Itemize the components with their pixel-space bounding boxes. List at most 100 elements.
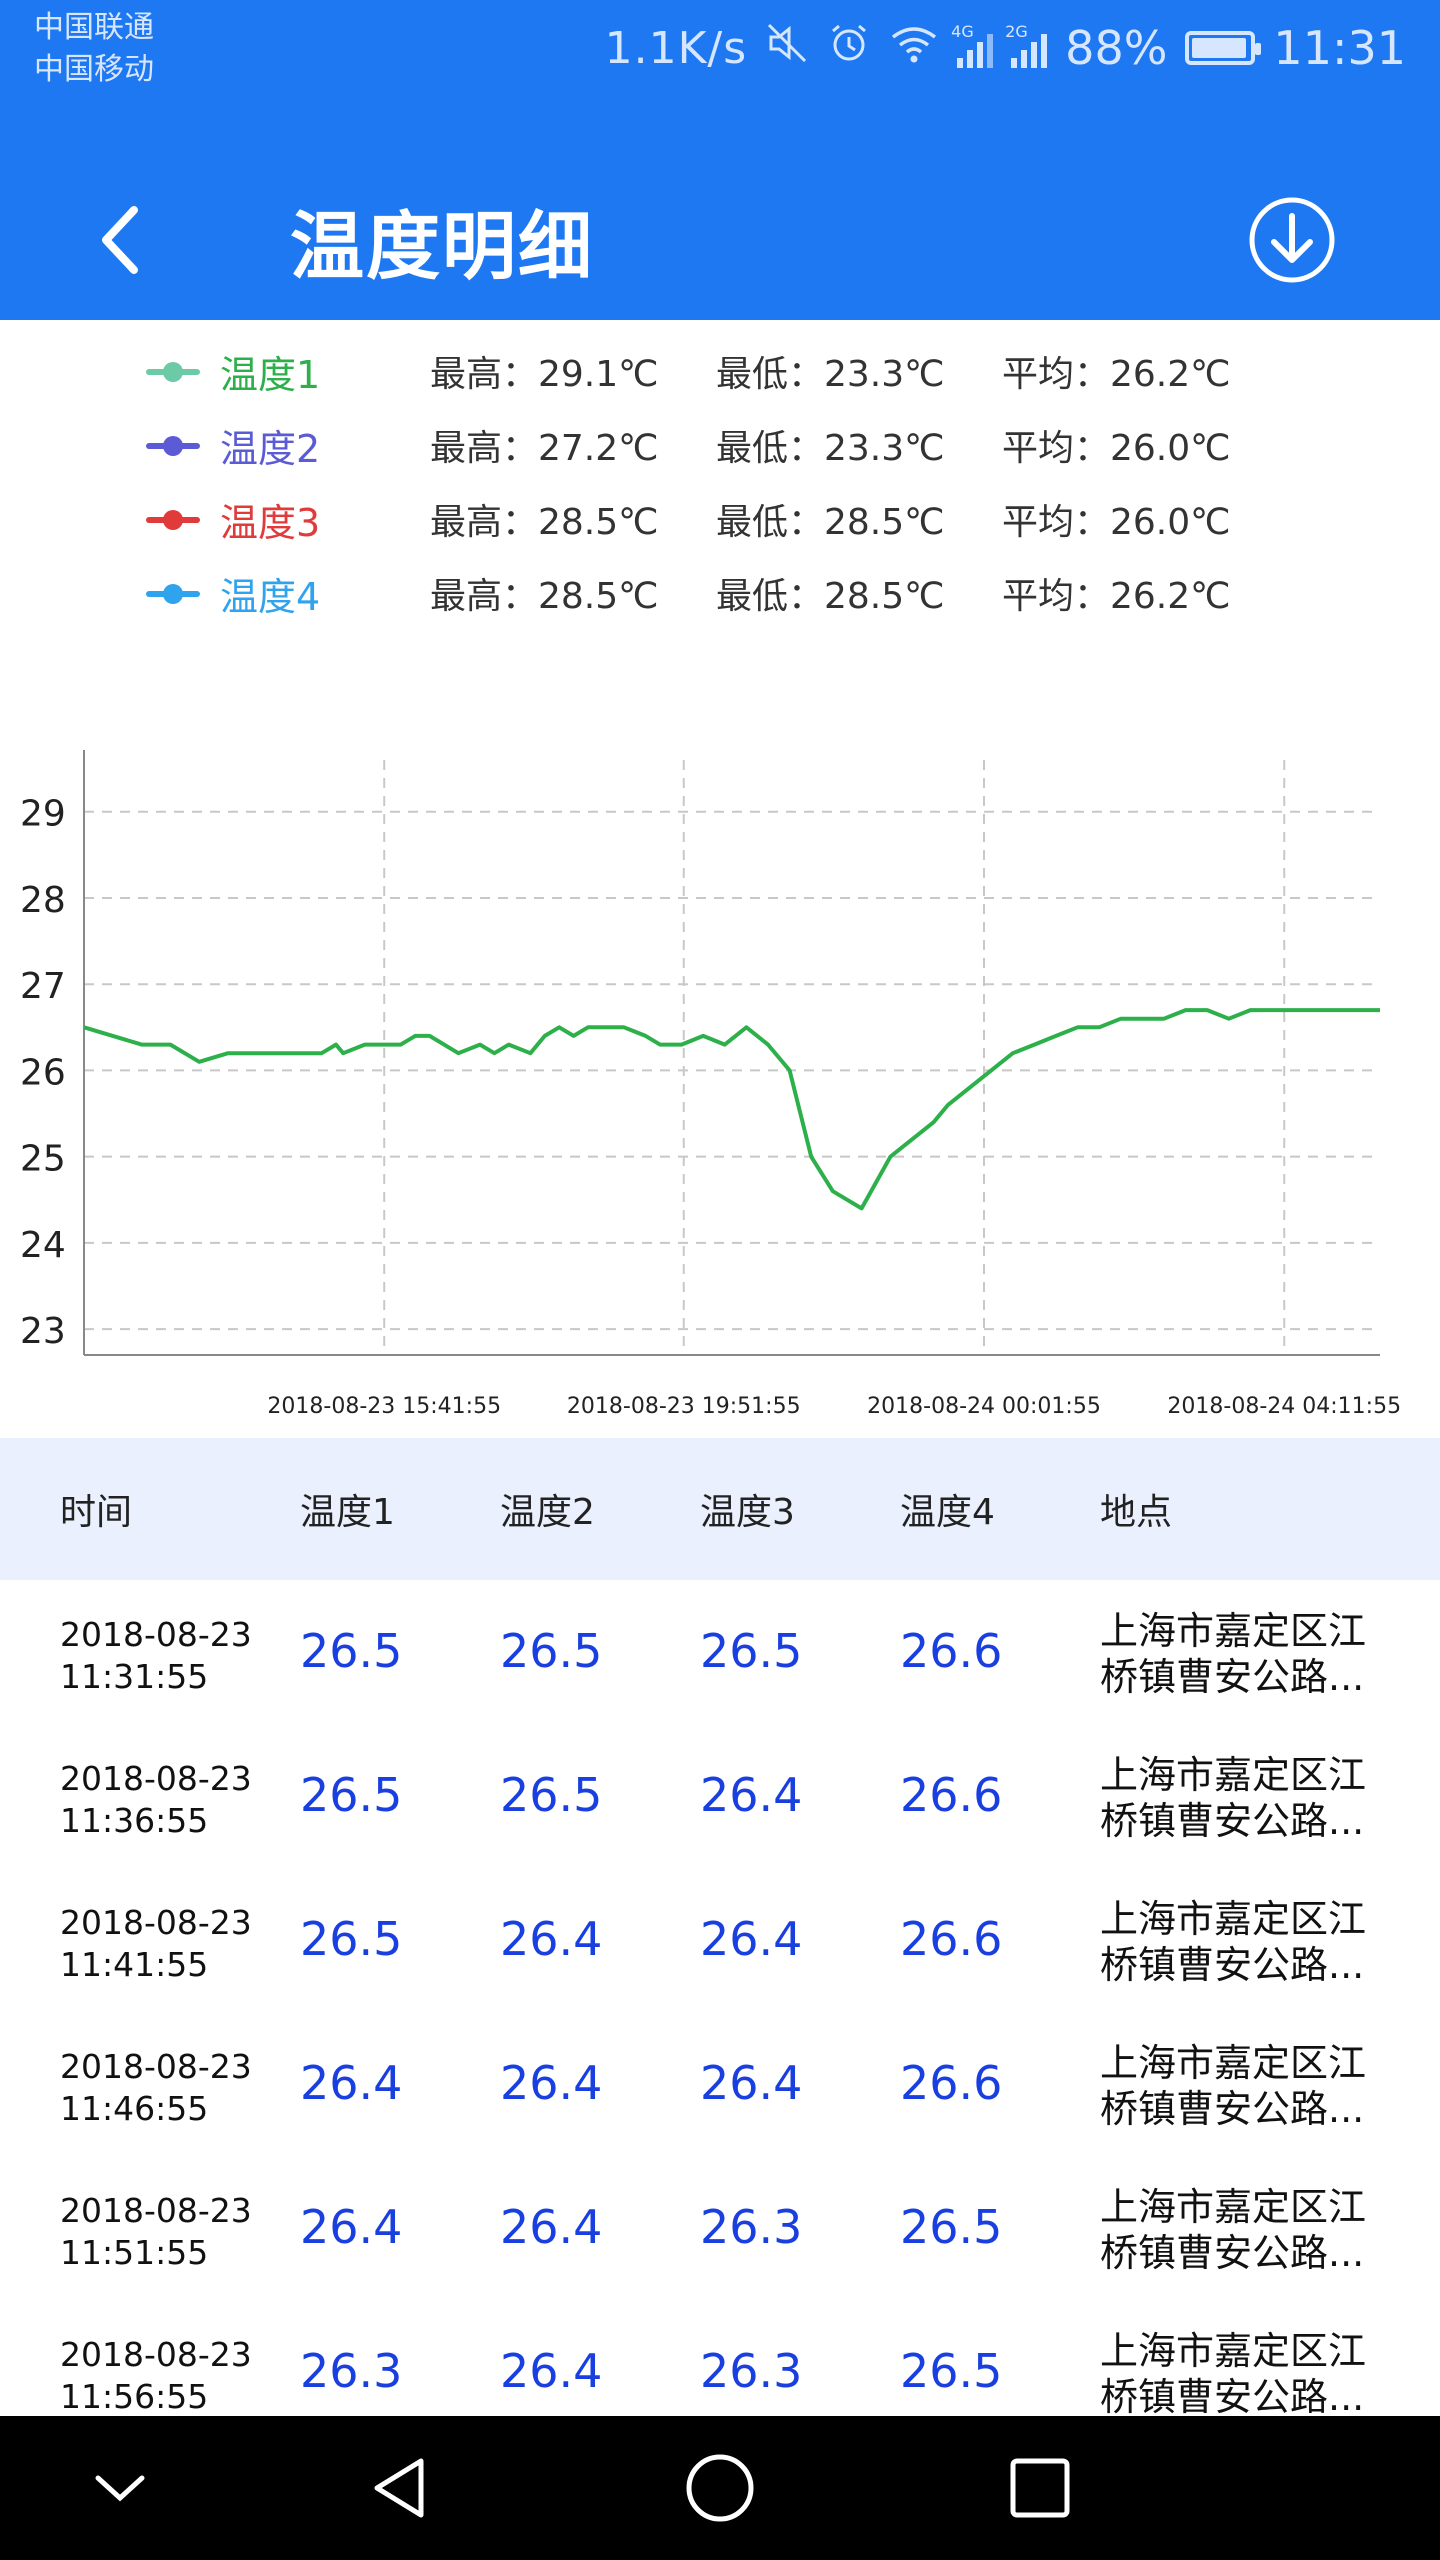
cell-temp2: 26.4 xyxy=(500,2344,603,2398)
chart-grid xyxy=(84,760,1380,1355)
cell-location: 上海市嘉定区江 桥镇曹安公路... xyxy=(1100,2329,1367,2416)
network-speed: 1.1K/s xyxy=(604,22,748,74)
cell-temp1: 26.5 xyxy=(300,1912,403,1966)
legend-marker-2 xyxy=(146,425,200,465)
cell-time: 2018-08-23 11:51:55 xyxy=(60,2191,252,2272)
cell-temp1: 26.4 xyxy=(300,2200,403,2254)
series-line-1 xyxy=(83,1008,1380,1211)
cell-temp1: 26.5 xyxy=(300,1624,403,1678)
home-circle-icon xyxy=(686,2454,754,2522)
cell-temp1: 26.3 xyxy=(300,2344,403,2398)
cell-temp4: 26.6 xyxy=(900,1912,1003,1966)
cell-temp3: 26.4 xyxy=(700,1912,803,1966)
legend-marker-1 xyxy=(146,351,200,391)
chart-axes: 23 24 25 26 27 28 29 2018-08-23 15:41:55 2018-08… xyxy=(20,750,1401,1419)
temperature-chart[interactable]: 23 24 25 26 27 28 29 2018-08-23 15:41:55 2018-08… xyxy=(0,740,1440,1420)
legend-row-3[interactable]: 温度3 最高：28.5℃ 最低：28.5℃ 平均：26.0℃ xyxy=(146,482,1346,556)
table-row[interactable]: 2018-08-23 11:56:55 26.3 26.4 26.3 26.5 上… xyxy=(0,2300,1440,2416)
battery-percent: 88% xyxy=(1065,21,1168,75)
cell-time: 2018-08-23 11:36:55 xyxy=(60,1759,252,1840)
legend-avg-3: 平均：26.0℃ xyxy=(1002,502,1231,543)
table-row[interactable]: 2018-08-23 11:46:55 26.4 26.4 26.4 26.6 上… xyxy=(0,2012,1440,2156)
legend-name-2: 温度2 xyxy=(220,426,321,471)
legend-max-4: 最高：28.5℃ xyxy=(430,576,659,617)
legend-row-1[interactable]: 温度1 最高：29.1℃ 最低：23.3℃ 平均：26.2℃ xyxy=(146,334,1346,408)
table-row[interactable]: 2018-08-23 11:51:55 26.4 26.4 26.3 26.5 上… xyxy=(0,2156,1440,2300)
cell-temp3: 26.3 xyxy=(700,2344,803,2398)
y-tick-label: 26 xyxy=(20,1052,66,1093)
header-temp2: 温度2 xyxy=(500,1492,595,1533)
y-tick-label: 23 xyxy=(20,1311,66,1352)
y-tick-label: 24 xyxy=(20,1225,66,1266)
legend-min-3: 最低：28.5℃ xyxy=(716,502,945,543)
legend-marker-3 xyxy=(146,499,200,539)
wifi-icon xyxy=(889,21,939,76)
legend-row-4[interactable]: 温度4 最高：28.5℃ 最低：28.5℃ 平均：26.2℃ xyxy=(146,556,1346,630)
cell-location: 上海市嘉定区江 桥镇曹安公路... xyxy=(1100,1609,1367,1699)
header-temp4: 温度4 xyxy=(900,1492,995,1533)
legend-name-4: 温度4 xyxy=(220,574,321,619)
legend-row-2[interactable]: 温度2 最高：27.2℃ 最低：23.3℃ 平均：26.0℃ xyxy=(146,408,1346,482)
cell-temp4: 26.6 xyxy=(900,1624,1003,1678)
download-circle-icon xyxy=(1249,197,1335,283)
cell-temp2: 26.4 xyxy=(500,2200,603,2254)
battery-icon xyxy=(1185,31,1262,65)
cell-location: 上海市嘉定区江 桥镇曹安公路... xyxy=(1100,2041,1367,2131)
cell-time: 2018-08-23 11:56:55 xyxy=(60,2335,252,2416)
chevron-down-icon xyxy=(95,2475,145,2502)
x-tick-label: 2018-08-24 04:11:55 xyxy=(1167,1394,1401,1419)
cell-temp2: 26.4 xyxy=(500,2056,603,2110)
x-tick-label: 2018-08-24 00:01:55 xyxy=(867,1394,1101,1419)
nav-recent-button[interactable] xyxy=(990,2438,1090,2538)
navigation-bar xyxy=(0,2416,1440,2560)
table-row[interactable]: 2018-08-23 11:31:55 26.5 26.5 26.5 26.6 上… xyxy=(0,1580,1440,1724)
table-row[interactable]: 2018-08-23 11:41:55 26.5 26.4 26.4 26.6 上… xyxy=(0,1868,1440,2012)
legend-min-2: 最低：23.3℃ xyxy=(716,428,945,469)
clock: 11:31 xyxy=(1273,21,1406,75)
nav-collapse-button[interactable] xyxy=(70,2438,170,2538)
cell-location: 上海市嘉定区江 桥镇曹安公路... xyxy=(1100,1897,1367,1987)
legend-avg-2: 平均：26.0℃ xyxy=(1002,428,1231,469)
legend-max-1: 最高：29.1℃ xyxy=(430,354,659,395)
legend-name-3: 温度3 xyxy=(220,500,321,545)
signal-4g-icon: 4G xyxy=(951,22,994,68)
cell-temp3: 26.5 xyxy=(700,1624,803,1678)
legend-max-2: 最高：27.2℃ xyxy=(430,428,659,469)
back-chevron-icon xyxy=(102,206,138,274)
cell-temp4: 26.5 xyxy=(900,2200,1003,2254)
legend-marker-4 xyxy=(146,573,200,613)
x-tick-label: 2018-08-23 19:51:55 xyxy=(567,1394,801,1419)
table-row[interactable]: 2018-08-23 11:36:55 26.5 26.5 26.4 26.6 上… xyxy=(0,1724,1440,1868)
nav-home-button[interactable] xyxy=(670,2438,770,2538)
cell-temp4: 26.6 xyxy=(900,1768,1003,1822)
table-body[interactable]: 2018-08-23 11:31:55 26.5 26.5 26.5 26.6 上… xyxy=(0,1580,1440,2416)
download-button[interactable] xyxy=(1244,192,1340,288)
nav-back-button[interactable] xyxy=(350,2438,450,2538)
legend-avg-1: 平均：26.2℃ xyxy=(1002,354,1231,395)
cell-time: 2018-08-23 11:31:55 xyxy=(60,1615,252,1696)
cell-temp2: 26.4 xyxy=(500,1912,603,1966)
cell-location: 上海市嘉定区江 桥镇曹安公路... xyxy=(1100,1753,1367,1843)
chart-svg: 23 24 25 26 27 28 29 2018-08-23 15:41:55 2018-08… xyxy=(20,750,1401,1419)
back-button[interactable] xyxy=(70,190,170,290)
cell-time: 2018-08-23 11:46:55 xyxy=(60,2047,252,2128)
chart-series xyxy=(83,1008,1380,1211)
x-tick-label: 2018-08-23 15:41:55 xyxy=(267,1394,501,1419)
legend-max-3: 最高：28.5℃ xyxy=(430,502,659,543)
back-triangle-icon xyxy=(374,2458,424,2518)
header-time: 时间 xyxy=(60,1492,133,1533)
cell-temp2: 26.5 xyxy=(500,1624,603,1678)
legend-min-4: 最低：28.5℃ xyxy=(716,576,945,617)
legend-min-1: 最低：23.3℃ xyxy=(716,354,945,395)
cell-temp2: 26.5 xyxy=(500,1768,603,1822)
legend-avg-4: 平均：26.2℃ xyxy=(1002,576,1231,617)
y-tick-label: 25 xyxy=(20,1139,66,1180)
cell-temp3: 26.3 xyxy=(700,2200,803,2254)
header-temp1: 温度1 xyxy=(300,1492,395,1533)
legend-panel: 温度1 最高：29.1℃ 最低：23.3℃ 平均：26.2℃ 温度2 最高：27… xyxy=(0,320,1440,650)
cell-temp3: 26.4 xyxy=(700,1768,803,1822)
recent-square-icon xyxy=(1010,2458,1070,2518)
cell-temp4: 26.6 xyxy=(900,2056,1003,2110)
alarm-icon xyxy=(827,21,871,76)
cell-temp3: 26.4 xyxy=(700,2056,803,2110)
